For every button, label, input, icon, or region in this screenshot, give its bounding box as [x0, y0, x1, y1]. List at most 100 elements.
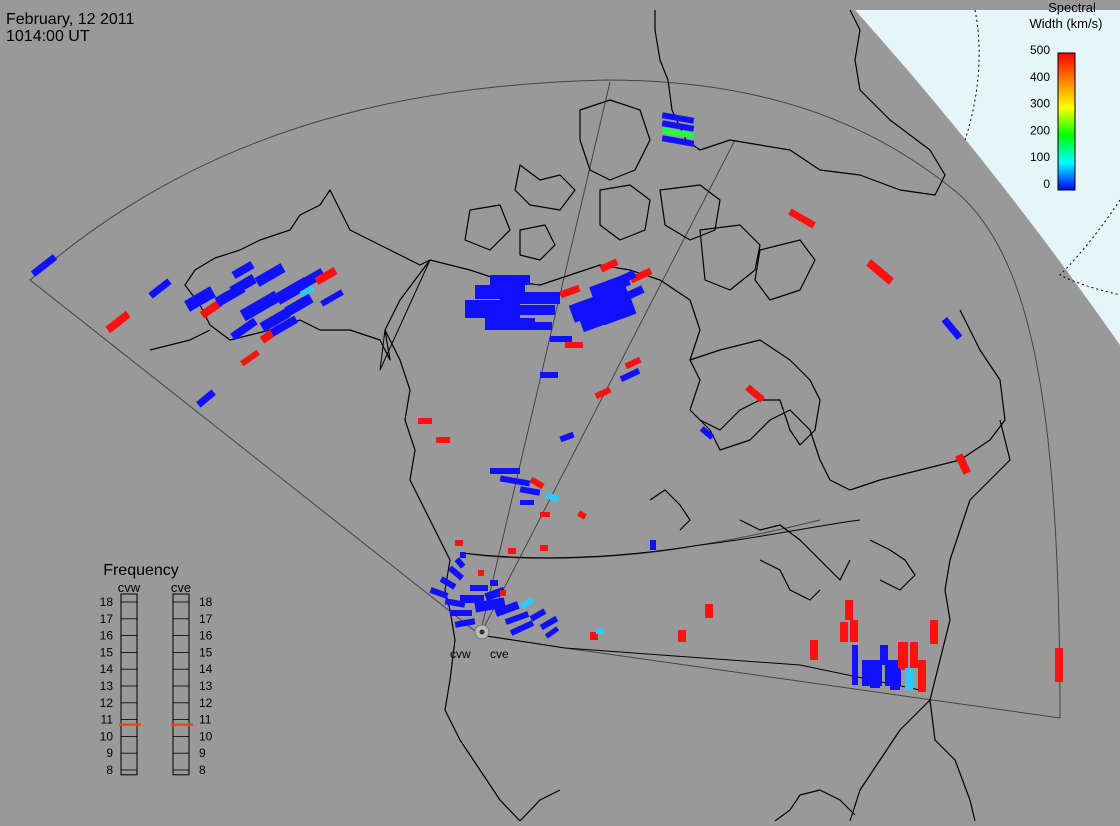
- echo-cell: [519, 486, 541, 496]
- frequency-radar-cvw: cvw: [118, 580, 141, 595]
- echo-cell: [519, 596, 535, 610]
- echo-cell: [705, 604, 713, 618]
- frequency-scale-label-left: 15: [100, 645, 114, 659]
- echo-cell: [661, 135, 695, 147]
- echo-cell: [229, 274, 257, 296]
- night-region: [855, 10, 1120, 345]
- echo-cell: [254, 263, 286, 287]
- frequency-scale-label-right: 15: [199, 645, 213, 659]
- echo-cell: [619, 285, 645, 303]
- echo-cell: [259, 308, 291, 332]
- echo-cell: [745, 384, 765, 403]
- frequency-column-box: [120, 593, 138, 776]
- echo-cell: [1055, 648, 1063, 682]
- echo-cell: [629, 267, 653, 284]
- echo-cell: [661, 127, 695, 139]
- echo-cell: [852, 645, 858, 685]
- frequency-scale-label-left: 12: [100, 696, 114, 710]
- echo-cell: [840, 622, 848, 642]
- echo-cell: [810, 640, 818, 660]
- echo-cell: [474, 597, 506, 613]
- radar-label-cvw: cvw: [450, 647, 471, 661]
- echo-cell: [845, 600, 853, 620]
- echo-cell: [530, 322, 552, 330]
- fov-beam-line-2: [479, 139, 736, 636]
- frequency-scale-label-right: 10: [199, 729, 213, 743]
- frequency-column-box: [172, 593, 190, 776]
- echo-cell: [30, 254, 58, 277]
- frequency-scale-label-left: 8: [106, 763, 113, 777]
- terminator-dotted-line-2: [1059, 199, 1120, 296]
- terminator-dotted-line: [964, 9, 980, 141]
- echo-cell: [898, 642, 908, 670]
- echo-cell: [500, 590, 506, 596]
- frequency-scale-label-right: 11: [199, 713, 212, 727]
- echo-cell: [596, 628, 604, 634]
- echo-cell: [460, 552, 466, 558]
- echo-cell: [568, 285, 632, 323]
- echo-cell: [465, 300, 520, 318]
- radar-echoes: [30, 112, 1063, 692]
- echo-cell: [661, 112, 695, 124]
- echo-cell: [905, 668, 913, 690]
- echo-cell: [870, 668, 880, 688]
- frequency-scale-label-right: 9: [199, 746, 206, 760]
- echo-cell: [299, 284, 315, 298]
- frequency-title: Frequency: [103, 562, 179, 579]
- colorbar-gradient: [1057, 52, 1076, 191]
- echo-cell: [661, 120, 695, 132]
- echo-cell: [941, 317, 963, 340]
- echo-cell: [590, 632, 598, 640]
- colorbar-tick-label: 300: [1030, 97, 1050, 111]
- echo-cell: [890, 668, 900, 690]
- echo-cell: [565, 342, 583, 348]
- colorbar-tick-label: 200: [1030, 123, 1050, 137]
- frequency-scale-label-right: 18: [199, 595, 213, 609]
- echo-cell: [678, 630, 686, 642]
- echo-cell: [529, 476, 545, 490]
- echo-cell: [540, 545, 548, 551]
- colorbar-tick-label: 500: [1030, 43, 1050, 57]
- echo-cell: [490, 468, 520, 474]
- echo-cell: [577, 510, 587, 520]
- echo-cell: [231, 261, 255, 279]
- borders: [379, 259, 921, 691]
- echo-cell: [540, 372, 558, 378]
- radar-site-dot: [479, 629, 485, 635]
- echo-cell: [269, 315, 299, 337]
- echo-cell: [478, 570, 484, 576]
- radar-fov-fan: [29, 79, 1061, 719]
- echo-cell: [619, 368, 641, 382]
- echo-cell: [485, 318, 535, 330]
- frequency-scale-label-left: 18: [100, 595, 114, 609]
- echo-cell: [850, 620, 858, 642]
- colorbar-tick-label: 0: [1043, 177, 1050, 191]
- echo-cell: [910, 642, 918, 668]
- echo-cell: [105, 310, 131, 334]
- echo-cell: [499, 475, 531, 487]
- frequency-scale-label-right: 16: [199, 629, 213, 643]
- colorbar: Spectral Width (km/s) 500 400 300 200 100 0: [1030, 0, 1103, 191]
- echo-cell: [930, 620, 938, 644]
- echo-cell: [650, 540, 656, 550]
- echo-cell: [230, 317, 258, 341]
- echo-cell: [196, 389, 216, 408]
- fov-beam-line-1: [479, 81, 611, 636]
- echo-cell: [439, 576, 457, 590]
- colorbar-tick-label: 400: [1030, 70, 1050, 84]
- echo-cell: [284, 293, 314, 317]
- echo-cell: [544, 626, 560, 639]
- echo-cell: [490, 275, 530, 285]
- coastlines: [149, 9, 1011, 822]
- date-label: February, 12 2011: [6, 11, 134, 28]
- echo-cell: [540, 295, 560, 303]
- echo-cell: [699, 426, 715, 440]
- echo-cell: [597, 294, 637, 326]
- echo-cell: [624, 356, 642, 370]
- echo-cell: [460, 595, 484, 603]
- frequency-scale-label-left: 11: [101, 713, 114, 727]
- echo-cell: [454, 618, 476, 628]
- echo-cell: [470, 585, 488, 591]
